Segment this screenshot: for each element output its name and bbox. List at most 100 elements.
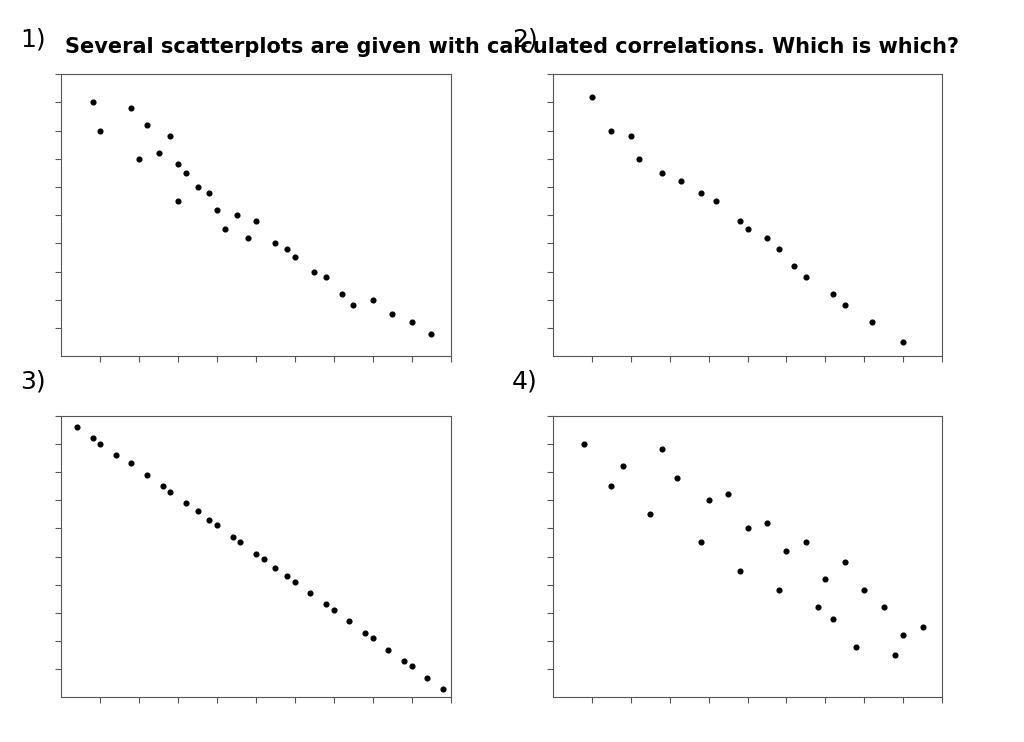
Point: [423, 328, 439, 340]
Point: [614, 460, 631, 472]
Point: [279, 571, 295, 582]
Point: [631, 153, 647, 165]
Point: [670, 472, 686, 484]
Point: [848, 641, 864, 653]
Point: [84, 96, 100, 108]
Point: [317, 272, 334, 283]
Point: [365, 294, 381, 306]
Point: [419, 672, 435, 683]
Point: [302, 587, 318, 599]
Point: [341, 615, 357, 627]
Point: [700, 494, 717, 506]
Point: [170, 159, 186, 171]
Point: [731, 565, 748, 577]
Text: 4): 4): [512, 370, 538, 393]
Point: [131, 153, 147, 165]
Point: [692, 187, 709, 199]
Point: [623, 131, 639, 142]
Point: [248, 215, 264, 227]
Point: [267, 237, 284, 249]
Text: 2): 2): [512, 28, 538, 52]
Point: [720, 488, 736, 500]
Text: Several scatterplots are given with calculated correlations. Which is which?: Several scatterplots are given with calc…: [65, 37, 959, 57]
Point: [798, 536, 814, 548]
Point: [279, 243, 295, 255]
Point: [642, 508, 658, 520]
Point: [837, 556, 853, 568]
Point: [267, 562, 284, 574]
Point: [178, 497, 195, 509]
Point: [170, 195, 186, 207]
Point: [287, 252, 303, 263]
Point: [69, 421, 85, 433]
Point: [603, 125, 620, 137]
Point: [139, 119, 156, 131]
Point: [786, 260, 803, 272]
Point: [770, 585, 786, 597]
Point: [895, 629, 911, 641]
Point: [380, 643, 396, 655]
Point: [287, 576, 303, 588]
Text: 3): 3): [20, 370, 46, 393]
Point: [403, 316, 420, 328]
Point: [876, 601, 892, 613]
Point: [731, 215, 748, 227]
Point: [92, 438, 109, 450]
Point: [306, 266, 323, 278]
Point: [228, 209, 245, 221]
Point: [217, 223, 233, 235]
Point: [108, 449, 124, 461]
Point: [189, 181, 206, 193]
Point: [837, 300, 853, 312]
Point: [356, 627, 373, 639]
Point: [759, 516, 775, 528]
Point: [84, 432, 100, 444]
Point: [334, 288, 350, 300]
Point: [155, 480, 171, 492]
Point: [895, 336, 911, 348]
Point: [240, 232, 256, 243]
Point: [887, 649, 903, 661]
Point: [778, 545, 795, 556]
Point: [825, 613, 842, 625]
Point: [575, 438, 592, 450]
Point: [384, 308, 400, 320]
Point: [123, 458, 139, 470]
Point: [914, 621, 931, 633]
Point: [139, 469, 156, 481]
Point: [209, 519, 225, 531]
Point: [92, 125, 109, 137]
Point: [232, 536, 249, 548]
Point: [603, 480, 620, 492]
Point: [365, 632, 381, 644]
Point: [709, 195, 725, 207]
Point: [209, 203, 225, 215]
Point: [403, 660, 420, 672]
Point: [178, 167, 195, 179]
Point: [798, 272, 814, 283]
Point: [201, 514, 217, 526]
Point: [326, 604, 342, 616]
Point: [345, 300, 361, 312]
Point: [248, 548, 264, 559]
Point: [256, 554, 272, 565]
Point: [817, 573, 834, 585]
Point: [809, 601, 825, 613]
Point: [434, 683, 451, 695]
Point: [395, 655, 412, 667]
Point: [162, 131, 178, 142]
Point: [317, 599, 334, 611]
Point: [673, 175, 689, 187]
Point: [151, 147, 167, 159]
Point: [189, 505, 206, 517]
Point: [692, 536, 709, 548]
Point: [653, 167, 670, 179]
Point: [759, 232, 775, 243]
Text: 1): 1): [20, 28, 46, 52]
Point: [856, 585, 872, 597]
Point: [584, 91, 600, 102]
Point: [123, 102, 139, 114]
Point: [739, 223, 756, 235]
Point: [770, 243, 786, 255]
Point: [162, 486, 178, 498]
